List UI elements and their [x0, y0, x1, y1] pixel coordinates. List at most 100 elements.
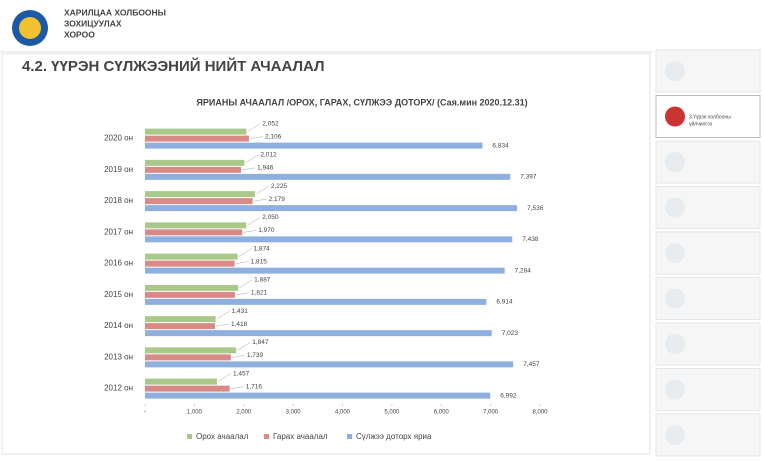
leader-line [230, 386, 244, 389]
nav-item[interactable] [655, 49, 761, 93]
value-label: 1,716 [246, 383, 263, 390]
bar [145, 198, 253, 205]
category-label: 2016 он [104, 259, 133, 268]
value-label: 1,457 [233, 370, 250, 377]
legend-swatch [187, 434, 192, 439]
x-tick-label: 3,000 [286, 410, 302, 416]
leader-line [237, 342, 251, 351]
legend-label: Орох ачаалал [196, 432, 249, 441]
x-tick-label: 2,000 [236, 410, 252, 416]
value-label: 1,431 [232, 308, 249, 315]
nav-label: үйлчилгээ [689, 120, 713, 127]
bar [145, 330, 492, 337]
value-label: 7,536 [527, 205, 544, 212]
bar [145, 284, 239, 291]
leader-line [231, 355, 245, 358]
nav-icon [665, 288, 685, 309]
nav-icon [665, 425, 685, 445]
x-tick-label: 6,000 [434, 410, 450, 416]
value-label: 2,052 [262, 120, 279, 127]
value-label: 7,023 [502, 330, 519, 337]
leader-line [216, 310, 230, 320]
bar [145, 166, 242, 173]
value-label: 1,847 [252, 339, 269, 346]
bar [145, 236, 513, 243]
leader-line [245, 154, 259, 164]
bar [145, 229, 243, 236]
value-label: 7,397 [520, 174, 537, 181]
leader-line [217, 373, 232, 382]
bar [145, 253, 238, 260]
category-label: 2014 он [104, 321, 133, 330]
bar [145, 135, 249, 142]
bar [145, 378, 217, 385]
bar [145, 298, 487, 305]
bar [145, 291, 235, 298]
bar [145, 205, 518, 212]
bar [145, 361, 514, 368]
nav-icon [665, 334, 685, 354]
leader-line [255, 185, 269, 195]
value-label: 1,418 [231, 321, 248, 328]
leader-line [243, 230, 257, 233]
bar [145, 159, 245, 166]
bar [145, 385, 230, 392]
bar [145, 347, 237, 354]
org-name: ЗОХИЦУУЛАХ [64, 18, 122, 28]
value-label: 7,438 [522, 236, 539, 243]
org-name: ХОРОО [64, 29, 95, 39]
value-label: 1,739 [247, 352, 264, 359]
bar [145, 354, 231, 361]
value-label: 1,887 [254, 277, 271, 284]
nav-icon [665, 152, 685, 172]
x-tick-label: 7,000 [483, 410, 499, 416]
value-label: 6,914 [496, 299, 513, 306]
leader-line [253, 198, 267, 202]
value-label: 7,457 [523, 361, 540, 368]
value-label: 2,012 [260, 152, 277, 159]
category-label: 2017 он [104, 227, 133, 236]
value-label: 2,179 [269, 196, 286, 203]
value-label: 2,225 [271, 183, 288, 190]
bar [145, 316, 216, 323]
leader-line [247, 217, 261, 226]
nav-icon [665, 379, 685, 400]
category-label: 2018 он [104, 196, 133, 205]
chart-title: ЯРИАНЫ АЧААЛАЛ /ОРОХ, ГАРАХ, СҮЛЖЭЭ ДОТО… [196, 97, 527, 107]
legend-label: Сүлжээ доторх яриа [356, 432, 432, 441]
category-label: 2013 он [104, 352, 133, 361]
content-frame [1, 53, 651, 455]
leader-line [215, 323, 230, 327]
bar [145, 267, 505, 274]
category-label: 2012 он [104, 384, 133, 393]
nav-label: 3.Үүрэн холбооны [689, 114, 731, 120]
bar [145, 128, 247, 135]
x-tick-label: 5,000 [384, 410, 400, 416]
legend-swatch [264, 434, 269, 439]
bar [145, 191, 255, 198]
logo-inner [19, 17, 41, 39]
value-label: 1,970 [258, 227, 275, 234]
x-tick-label: - [144, 410, 146, 416]
leader-line [235, 292, 249, 296]
nav-icon [665, 197, 685, 218]
value-label: 1,815 [251, 258, 268, 265]
value-label: 2,050 [262, 214, 279, 221]
bar [145, 392, 491, 399]
bar [145, 323, 216, 330]
legend-swatch [347, 434, 352, 439]
value-label: 6,992 [500, 392, 517, 399]
value-label: 1,946 [257, 165, 274, 172]
x-tick-label: 1,000 [187, 410, 203, 416]
value-label: 1,821 [251, 290, 268, 297]
leader-line [238, 248, 252, 257]
x-tick-label: 4,000 [335, 410, 351, 416]
leader-line [235, 261, 249, 264]
category-label: 2019 он [104, 165, 133, 174]
bar [145, 222, 247, 229]
nav-icon [665, 106, 685, 127]
nav-icon [665, 243, 685, 263]
